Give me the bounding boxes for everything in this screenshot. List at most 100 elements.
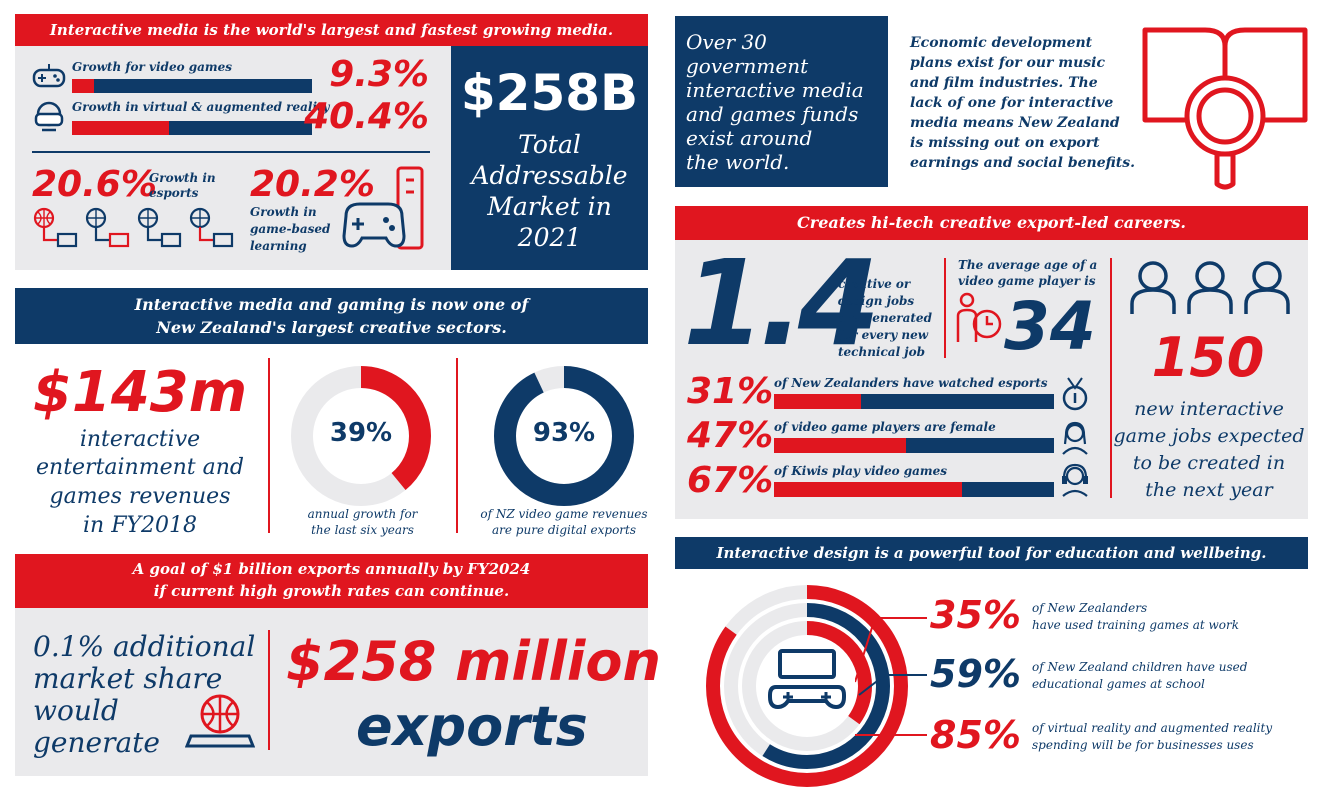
market-share-line2: market share <box>33 662 223 695</box>
panel5-divider-small <box>944 258 946 358</box>
new-jobs-value: 150 <box>1151 326 1265 389</box>
video-games-growth-label: Growth for video games <box>72 60 233 74</box>
economic-plans-line7: earnings and social benefits. <box>910 155 1135 171</box>
educational-games-line1: of New Zealand children have used <box>1032 660 1248 674</box>
ring-59-percent <box>724 603 890 769</box>
digital-exports-donut <box>494 366 634 506</box>
female-players-bar <box>774 438 1054 453</box>
digital-exports-donut-arc <box>494 366 634 506</box>
market-share-line1: 0.1% additional <box>33 630 256 663</box>
panel2-banner-line2: New Zealand's largest creative sectors. <box>156 318 507 337</box>
training-games-value: 35% <box>930 593 1021 637</box>
video-games-growth-bar <box>72 79 312 93</box>
revenue-line2: entertainment and <box>36 455 244 480</box>
digital-exports-caption-line2: are pure digital exports <box>491 523 637 537</box>
panel1-banner: Interactive media is the world's largest… <box>15 14 648 46</box>
learning-growth-value: 20.2% <box>250 164 375 205</box>
panel3-background <box>15 608 648 776</box>
panel1-divider <box>32 151 430 153</box>
funds-box <box>675 16 888 187</box>
educational-games-line2: educational games at school <box>1032 677 1205 691</box>
training-games-line1: of New Zealanders <box>1032 601 1148 615</box>
funds-line6: the world. <box>686 150 790 174</box>
esports-growth-label-line1: Growth in <box>149 171 216 185</box>
vr-business-line1: of virtual reality and augmented reality <box>1032 721 1273 735</box>
funds-line1: Over 30 <box>686 30 767 54</box>
new-jobs-line2: game jobs expected <box>1113 425 1305 447</box>
panel2-divider-left <box>268 358 270 533</box>
kiwis-play-value: 67% <box>687 460 774 501</box>
total-market-line1: Total <box>518 130 581 159</box>
exports-value-line1: $258 million <box>286 630 661 693</box>
panel3-banner <box>15 554 648 608</box>
growth-donut-arc <box>291 366 431 506</box>
growth-donut-value: 39% <box>329 418 393 448</box>
esports-watch-value: 31% <box>687 371 774 412</box>
average-age-value: 34 <box>1004 288 1096 365</box>
revenue-value: $143m <box>32 360 248 425</box>
average-age-line1: The average age of a <box>958 258 1098 272</box>
digital-exports-caption-line1: of NZ video game revenues <box>480 507 648 521</box>
jobs-ratio-line3: are generated <box>838 311 932 325</box>
book-magnifier-icon <box>1135 12 1315 192</box>
total-market-line4: 2021 <box>517 223 582 252</box>
total-market-box <box>451 46 648 270</box>
jobs-ratio-value: 1.4 <box>683 234 880 372</box>
vr-ar-growth-label: Growth in virtual & augmented reality <box>72 100 330 114</box>
new-jobs-line3: to be created in <box>1132 452 1286 474</box>
economic-plans-line3: and film industries. The <box>910 75 1098 91</box>
exports-value-line2: exports <box>356 695 588 758</box>
people-icons <box>1128 258 1293 318</box>
laptop-globe-icon <box>185 690 255 752</box>
video-games-growth-value: 9.3% <box>329 54 429 95</box>
market-share-line3: would <box>33 694 119 727</box>
funds-line3: interactive media <box>686 78 864 102</box>
esports-watch-bar <box>774 394 1054 409</box>
vr-ar-growth-fill <box>72 121 169 135</box>
learning-growth-label-line1: Growth in <box>250 205 317 219</box>
economic-plans-line5: media means New Zealand <box>910 115 1120 131</box>
headset-icon <box>1060 462 1090 498</box>
radial-rings-chart <box>704 583 910 789</box>
ring-35-percent <box>742 621 872 751</box>
revenue-line4: in FY2018 <box>83 513 197 538</box>
revenue-line3: games revenues <box>49 484 231 509</box>
new-jobs-line1: new interactive <box>1134 398 1284 420</box>
jobs-ratio-line2: design jobs <box>838 294 915 308</box>
gamepad-icon <box>32 62 66 90</box>
average-age-line2: video game player is <box>958 274 1096 288</box>
panel2-banner-line1: Interactive media and gaming is now one … <box>134 295 529 314</box>
vr-ar-growth-bar <box>72 121 312 135</box>
panel3-divider <box>268 630 270 750</box>
console-controller-icon <box>340 164 432 256</box>
economic-plans-line2: plans exist for our music <box>910 55 1106 71</box>
educational-games-value: 59% <box>930 652 1021 696</box>
economic-plans-line4: lack of one for interactive <box>910 95 1114 111</box>
video-games-growth-fill <box>72 79 95 93</box>
esports-watch-label: of New Zealanders have watched esports <box>774 376 1048 390</box>
panel3-banner-line2: if current high growth rates can continu… <box>153 582 510 600</box>
training-games-line2: have used training games at work <box>1032 618 1239 632</box>
vr-ar-growth-value: 40.4% <box>304 96 429 137</box>
female-player-icon <box>1060 420 1090 456</box>
learning-growth-label-line2: game-based <box>250 222 331 236</box>
growth-donut <box>291 366 431 506</box>
panel5-banner: Creates hi-tech creative export-led care… <box>675 206 1308 240</box>
kiwis-play-fill <box>774 482 962 497</box>
female-players-label: of video game players are female <box>774 420 996 434</box>
panel5-divider-right <box>1110 258 1112 498</box>
panel3-banner-line1: A goal of $1 billion exports annually by… <box>132 560 531 578</box>
panel2-banner <box>15 288 648 344</box>
female-players-fill <box>774 438 906 453</box>
funds-line4: and games funds <box>686 102 859 126</box>
jobs-ratio-line4: for every new <box>838 328 929 342</box>
economic-plans-line6: is missing out on export <box>910 135 1100 151</box>
esports-growth-label-line2: esports <box>149 186 199 200</box>
total-market-value: $258B <box>460 64 639 122</box>
total-market-line2: Addressable <box>471 161 628 190</box>
learning-growth-label-line3: learning <box>250 239 307 253</box>
economic-plans-line1: Economic development <box>910 35 1093 51</box>
female-players-value: 47% <box>687 415 774 456</box>
new-jobs-line4: the next year <box>1145 479 1273 501</box>
digital-exports-donut-value: 93% <box>532 418 596 448</box>
